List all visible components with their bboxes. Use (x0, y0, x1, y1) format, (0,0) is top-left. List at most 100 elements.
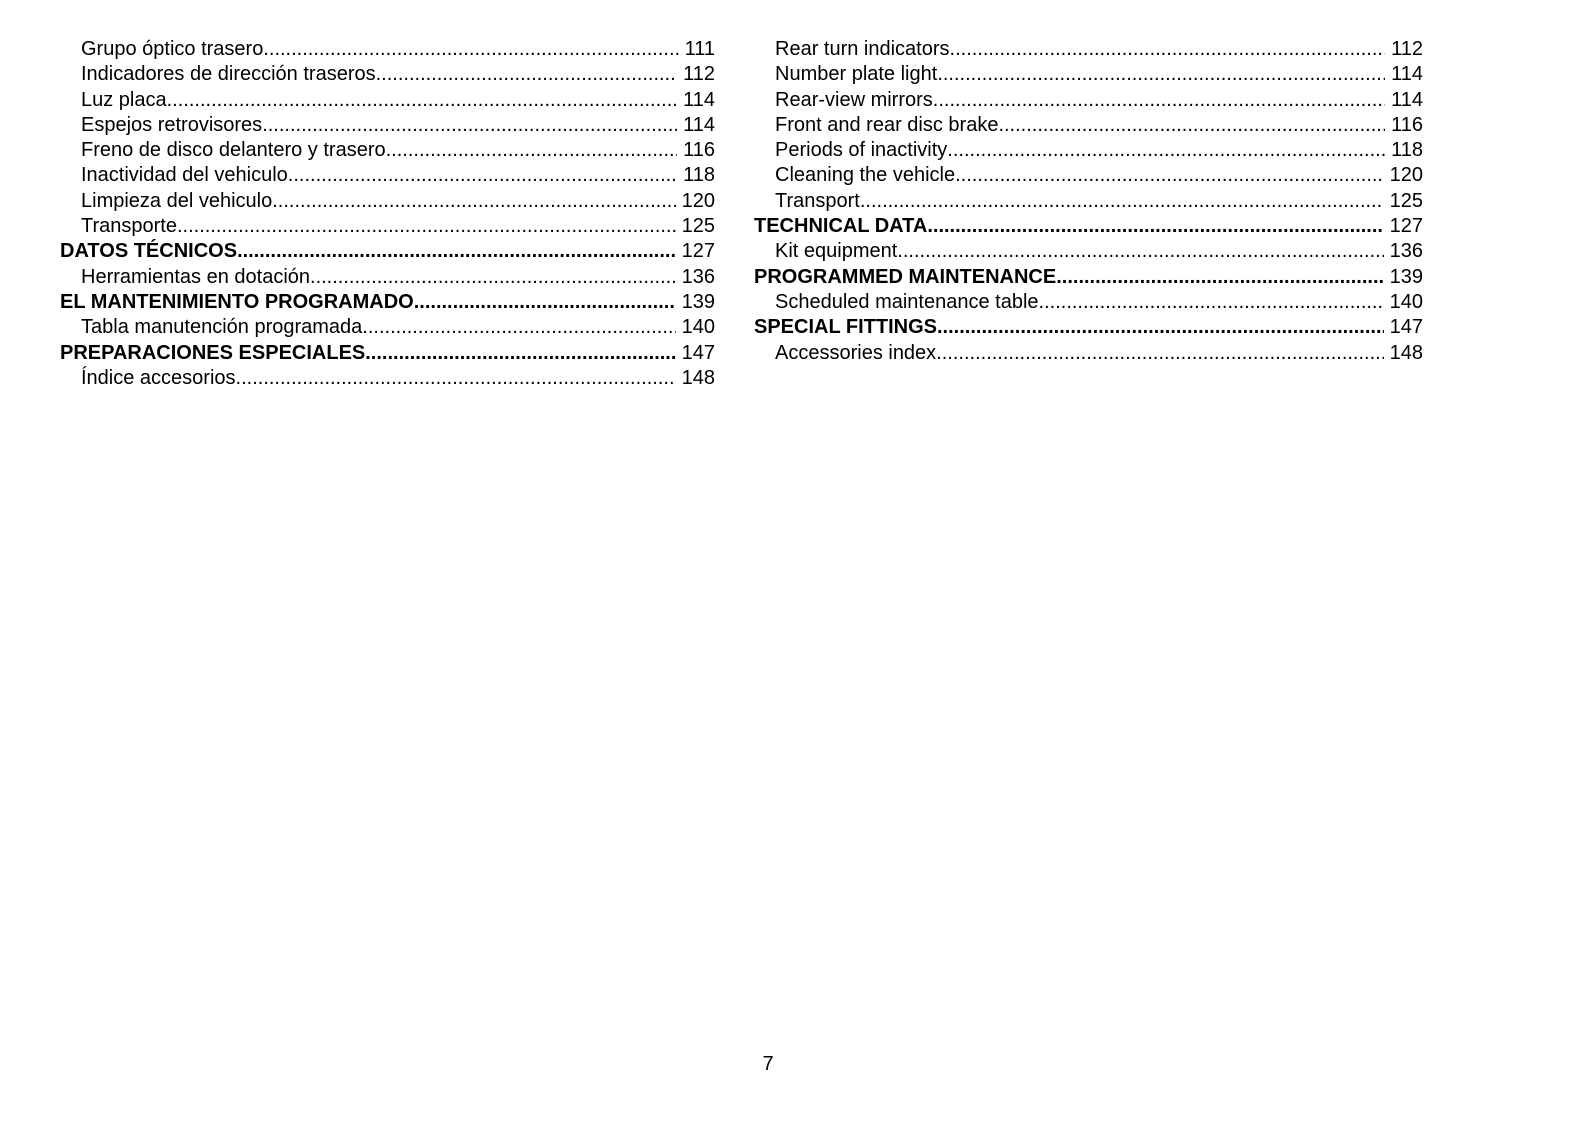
toc-column-spanish: Grupo óptico trasero111Indicadores de di… (60, 37, 715, 391)
toc-entry-title: Herramientas en dotación (81, 265, 311, 288)
toc-entry[interactable]: Scheduled maintenance table 140 (754, 290, 1423, 315)
leader-dots (288, 163, 677, 188)
toc-entry[interactable]: Índice accesorios 148 (60, 366, 715, 391)
toc-entry[interactable]: Transporte 125 (60, 214, 715, 239)
toc-entry-title: Scheduled maintenance table (775, 290, 1039, 313)
toc-entry-title: Transporte (81, 215, 177, 238)
toc-entry-page: 112 (1391, 38, 1423, 60)
toc-entry-page: 140 (681, 316, 715, 339)
toc-entry-page: 114 (683, 113, 715, 136)
toc-entry[interactable]: Accessories index 148 (754, 341, 1423, 366)
toc-entry-page: 112 (683, 63, 715, 86)
toc-entry-title: Periods of inactivity (775, 139, 948, 162)
toc-entry-page: 147 (681, 341, 715, 364)
toc-entry-page: 114 (1391, 88, 1423, 111)
toc-entry-page: 127 (681, 240, 715, 263)
toc-entry-title: Freno de disco delantero y trasero (81, 139, 386, 162)
toc-entry[interactable]: Front and rear disc brake 116 (754, 113, 1423, 138)
leader-dots (860, 189, 1384, 214)
leader-dots (236, 366, 676, 391)
toc-entry-page: 116 (683, 139, 715, 162)
toc-entry-title: SPECIAL FITTINGS (754, 316, 937, 339)
toc-entry-page: 118 (683, 164, 715, 187)
leader-dots (937, 315, 1384, 340)
toc-entry-page: 136 (681, 265, 715, 288)
toc-entry[interactable]: Herramientas en dotación 136 (60, 265, 715, 290)
leader-dots (272, 189, 675, 214)
toc-entry-page: 118 (1391, 139, 1423, 162)
toc-entry[interactable]: Grupo óptico trasero 111 (60, 37, 715, 62)
toc-entry-title: Inactividad del vehiculo (81, 164, 288, 187)
leader-dots (933, 88, 1385, 113)
toc-entry[interactable]: PREPARACIONES ESPECIALES 147 (60, 341, 715, 366)
leader-dots (362, 315, 675, 340)
leader-dots (947, 138, 1385, 163)
toc-entry[interactable]: PROGRAMMED MAINTENANCE 139 (754, 265, 1423, 290)
toc-entry-title: Espejos retrovisores (81, 113, 263, 136)
toc-entry[interactable]: Cleaning the vehicle 120 (754, 163, 1423, 188)
leader-dots (927, 214, 1383, 239)
leader-dots (263, 37, 678, 62)
leader-dots (937, 62, 1385, 87)
toc-entry[interactable]: Limpieza del vehiculo 120 (60, 189, 715, 214)
toc-entry[interactable]: Inactividad del vehiculo 118 (60, 163, 715, 188)
leader-dots (955, 163, 1384, 188)
toc-entry-title: Accessories index (775, 341, 937, 364)
toc-entry[interactable]: Rear-view mirrors 114 (754, 88, 1423, 113)
toc-entry-page: 116 (1391, 113, 1423, 136)
page-number: 7 (762, 1053, 774, 1075)
toc-entry-page: 120 (1389, 164, 1423, 187)
toc-entry-page: 111 (684, 38, 715, 60)
toc-entry-title: Grupo óptico trasero (81, 38, 264, 60)
toc-entry-page: 127 (1389, 215, 1423, 238)
toc-entry-page: 148 (1389, 341, 1423, 364)
leader-dots (897, 239, 1383, 264)
toc-entry-title: Rear-view mirrors (775, 88, 933, 111)
toc-column-english: Rear turn indicators112Number plate ligh… (754, 37, 1423, 366)
leader-dots (365, 341, 675, 366)
toc-entry-title: PREPARACIONES ESPECIALES (60, 341, 366, 364)
toc-entry-title: Kit equipment (775, 240, 898, 263)
toc-entry[interactable]: EL MANTENIMIENTO PROGRAMADO 139 (60, 290, 715, 315)
toc-entry[interactable]: Luz placa 114 (60, 88, 715, 113)
leader-dots (936, 341, 1383, 366)
toc-entry[interactable]: Transport 125 (754, 189, 1423, 214)
toc-entry[interactable]: TECHNICAL DATA 127 (754, 214, 1423, 239)
toc-entry-page: 125 (1389, 189, 1423, 212)
toc-entry-title: Cleaning the vehicle (775, 164, 956, 187)
toc-entry-title: Front and rear disc brake (775, 113, 999, 136)
toc-entry-page: 147 (1389, 316, 1423, 339)
toc-entry-title: Tabla manutención programada (81, 316, 363, 339)
toc-entry[interactable]: Freno de disco delantero y trasero 116 (60, 138, 715, 163)
toc-entry-page: 114 (1391, 63, 1423, 86)
toc-entry[interactable]: Kit equipment 136 (754, 239, 1423, 264)
toc-entry-page: 140 (1389, 290, 1423, 313)
toc-entry[interactable]: Indicadores de dirección traseros 112 (60, 62, 715, 87)
toc-entry-page: 114 (683, 88, 715, 111)
leader-dots (414, 290, 676, 315)
leader-dots (237, 239, 676, 264)
toc-entry[interactable]: SPECIAL FITTINGS 147 (754, 315, 1423, 340)
toc-entry-title: Rear turn indicators (775, 38, 950, 60)
toc-entry[interactable]: Rear turn indicators 112 (754, 37, 1423, 62)
leader-dots (310, 265, 676, 290)
toc-entry-page: 148 (681, 366, 715, 389)
toc-entry-page: 139 (1389, 265, 1423, 288)
toc-entry-page: 120 (681, 189, 715, 212)
toc-entry-title: Transport (775, 189, 860, 212)
toc-entry[interactable]: Espejos retrovisores 114 (60, 113, 715, 138)
leader-dots (998, 113, 1385, 138)
leader-dots (376, 62, 678, 87)
leader-dots (177, 214, 676, 239)
toc-entry-title: Indicadores de dirección traseros (81, 63, 376, 86)
toc-entry-title: Limpieza del vehiculo (81, 189, 273, 212)
toc-entry[interactable]: Number plate light 114 (754, 62, 1423, 87)
toc-entry-title: Luz placa (81, 88, 167, 111)
toc-entry[interactable]: DATOS TÉCNICOS 127 (60, 239, 715, 264)
toc-entry[interactable]: Tabla manutención programada 140 (60, 315, 715, 340)
leader-dots (950, 37, 1386, 62)
toc-entry-title: TECHNICAL DATA (754, 215, 928, 238)
toc-entry[interactable]: Periods of inactivity 118 (754, 138, 1423, 163)
toc-entry-title: Number plate light (775, 63, 938, 86)
toc-entry-page: 125 (681, 215, 715, 238)
